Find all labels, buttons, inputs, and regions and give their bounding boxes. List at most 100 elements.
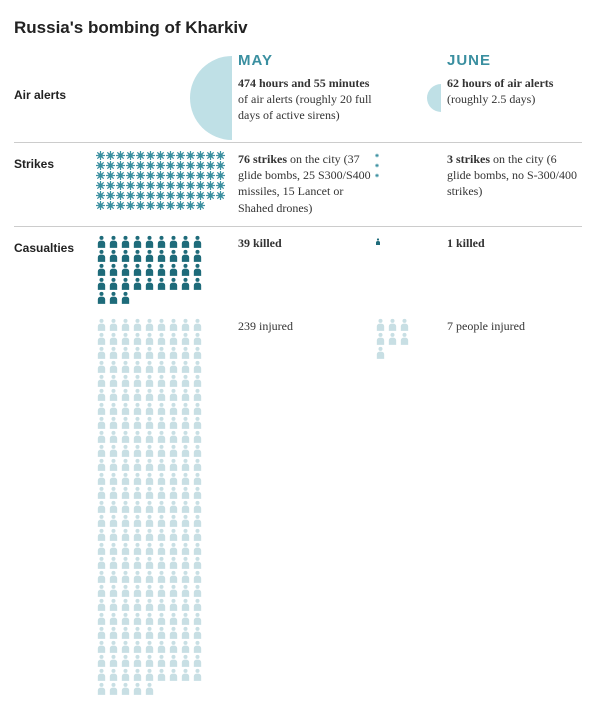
person-icon bbox=[108, 332, 119, 345]
person-icon bbox=[144, 654, 155, 667]
may-air-alerts-desc: 474 hours and 55 minutes of air alerts (… bbox=[238, 75, 373, 124]
person-icon bbox=[132, 374, 143, 387]
person-icon bbox=[108, 402, 119, 415]
person-icon bbox=[180, 486, 191, 499]
person-icon bbox=[375, 235, 381, 248]
person-icon bbox=[132, 514, 143, 527]
person-icon bbox=[120, 402, 131, 415]
person-icon bbox=[108, 458, 119, 471]
person-icon bbox=[144, 277, 155, 290]
person-icon bbox=[108, 556, 119, 569]
gear-icon bbox=[186, 151, 195, 160]
person-icon bbox=[156, 277, 167, 290]
person-icon bbox=[375, 346, 386, 359]
person-icon bbox=[144, 584, 155, 597]
gear-icon bbox=[216, 161, 225, 170]
person-icon bbox=[120, 360, 131, 373]
person-icon bbox=[192, 500, 203, 513]
person-icon bbox=[96, 598, 107, 611]
person-icon bbox=[120, 458, 131, 471]
gear-icon bbox=[136, 171, 145, 180]
person-icon bbox=[156, 430, 167, 443]
person-icon bbox=[192, 668, 203, 681]
person-icon bbox=[108, 668, 119, 681]
semicircle-icon bbox=[427, 84, 441, 112]
gear-icon bbox=[136, 191, 145, 200]
person-icon bbox=[108, 416, 119, 429]
person-icon bbox=[144, 444, 155, 457]
person-icon bbox=[180, 570, 191, 583]
person-icon bbox=[192, 514, 203, 527]
person-icon bbox=[192, 472, 203, 485]
person-icon bbox=[156, 360, 167, 373]
person-icon bbox=[144, 416, 155, 429]
gear-icon bbox=[166, 181, 175, 190]
person-icon bbox=[120, 263, 131, 276]
person-icon bbox=[180, 500, 191, 513]
person-icon bbox=[108, 486, 119, 499]
person-icon bbox=[156, 486, 167, 499]
person-icon bbox=[96, 500, 107, 513]
person-icon bbox=[96, 402, 107, 415]
person-icon bbox=[132, 458, 143, 471]
may-killed-text: 39 killed bbox=[238, 235, 373, 304]
person-icon bbox=[96, 612, 107, 625]
person-icon bbox=[132, 388, 143, 401]
person-icon bbox=[96, 584, 107, 597]
person-icon bbox=[180, 388, 191, 401]
person-icon bbox=[192, 263, 203, 276]
person-icon bbox=[96, 416, 107, 429]
person-icon bbox=[120, 528, 131, 541]
gear-icon bbox=[126, 201, 135, 210]
person-icon bbox=[180, 528, 191, 541]
june-killed-text: 1 killed bbox=[447, 235, 582, 304]
may-strikes-bold: 76 strikes bbox=[238, 152, 287, 166]
person-icon bbox=[180, 584, 191, 597]
person-icon bbox=[132, 360, 143, 373]
gear-icon bbox=[146, 171, 155, 180]
person-icon bbox=[108, 570, 119, 583]
person-icon bbox=[96, 458, 107, 471]
person-icon bbox=[156, 249, 167, 262]
person-icon bbox=[192, 598, 203, 611]
person-icon bbox=[180, 472, 191, 485]
person-icon bbox=[108, 500, 119, 513]
person-icon bbox=[144, 556, 155, 569]
person-icon bbox=[120, 472, 131, 485]
may-strikes-icons bbox=[96, 151, 236, 216]
person-icon bbox=[132, 444, 143, 457]
person-icon bbox=[96, 668, 107, 681]
person-icon bbox=[168, 318, 179, 331]
person-icon bbox=[144, 500, 155, 513]
person-icon bbox=[168, 416, 179, 429]
may-air-alerts-text: MAY 474 hours and 55 minutes of air aler… bbox=[238, 52, 373, 132]
person-icon bbox=[168, 584, 179, 597]
person-icon bbox=[180, 332, 191, 345]
person-icon bbox=[156, 668, 167, 681]
person-icon bbox=[108, 291, 119, 304]
person-icon bbox=[144, 235, 155, 248]
gear-icon bbox=[196, 201, 205, 210]
gear-icon bbox=[375, 171, 379, 180]
person-icon bbox=[144, 514, 155, 527]
person-icon bbox=[144, 472, 155, 485]
gear-icon bbox=[206, 181, 215, 190]
person-icon bbox=[132, 235, 143, 248]
gear-icon bbox=[116, 151, 125, 160]
person-icon bbox=[108, 277, 119, 290]
person-icon bbox=[192, 556, 203, 569]
person-icon bbox=[120, 346, 131, 359]
person-icon bbox=[96, 514, 107, 527]
person-icon bbox=[96, 360, 107, 373]
person-icon bbox=[399, 318, 410, 331]
person-icon bbox=[192, 612, 203, 625]
person-icon bbox=[180, 640, 191, 653]
person-icon bbox=[96, 640, 107, 653]
person-icon bbox=[96, 249, 107, 262]
person-icon bbox=[120, 430, 131, 443]
gear-icon bbox=[176, 191, 185, 200]
person-icon bbox=[132, 584, 143, 597]
person-icon bbox=[168, 458, 179, 471]
person-icon bbox=[132, 612, 143, 625]
gear-icon bbox=[166, 171, 175, 180]
